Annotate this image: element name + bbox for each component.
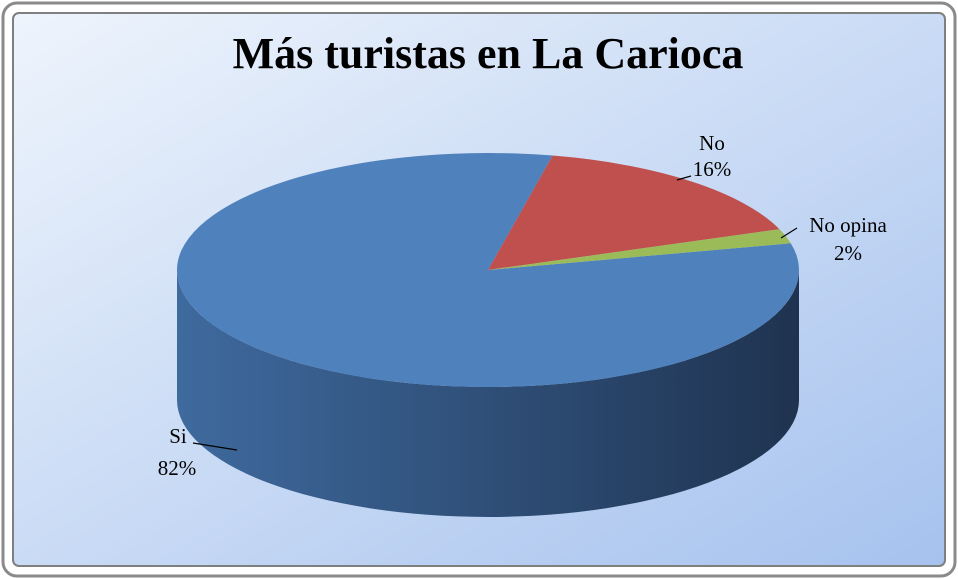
pie-slice: [488, 229, 791, 270]
slice-label: No: [699, 131, 725, 155]
slice-value-label: 82%: [158, 456, 197, 480]
slice-label: No opina: [809, 213, 887, 237]
pie-side: [177, 270, 799, 517]
chart-title: Más turistas en La Carioca: [233, 29, 744, 78]
pie-slice: [176, 153, 799, 387]
leader-line: [780, 227, 798, 239]
pie-slice: [488, 155, 780, 270]
slice-value-label: 16%: [693, 157, 732, 181]
leader-line: [192, 442, 238, 451]
leader-line: [676, 175, 692, 181]
slice-label: Si: [169, 424, 187, 448]
slice-value-label: 2%: [834, 241, 862, 265]
